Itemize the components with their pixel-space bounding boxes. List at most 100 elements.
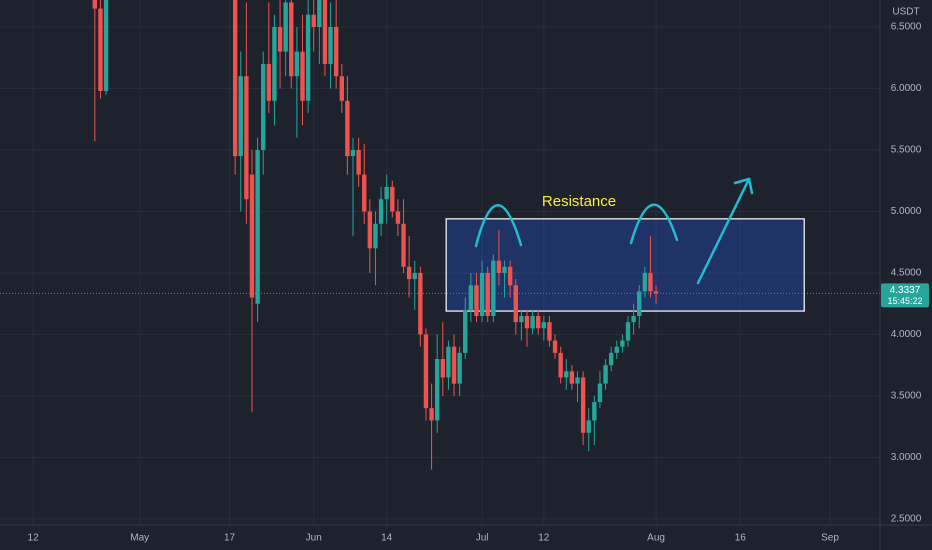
y-tick-label: 6.5000: [891, 22, 922, 33]
candle-body: [356, 150, 361, 175]
countdown: 15:45:22: [887, 296, 922, 306]
candle-body: [328, 27, 333, 64]
y-tick-label: 4.5000: [891, 268, 922, 279]
y-tick-label: 5.0000: [891, 206, 922, 217]
candle-body: [345, 100, 350, 157]
drawings: [474, 177, 754, 285]
candle-body: [631, 315, 636, 323]
candle-body: [502, 266, 507, 273]
y-tick-label: 3.0000: [891, 452, 922, 463]
candle-body: [536, 315, 541, 329]
resistance-zone: [445, 218, 805, 312]
y-tick-label: 6.0000: [891, 83, 922, 94]
candle-body: [103, 0, 109, 91]
candle-body: [412, 272, 417, 280]
candle-body: [446, 346, 451, 378]
candle-body: [564, 371, 569, 378]
candle-body: [277, 27, 283, 52]
candle-body: [637, 291, 642, 316]
candle-body: [597, 383, 603, 403]
candle-body: [653, 291, 659, 294]
candle-body: [625, 322, 631, 341]
candle-body: [333, 27, 339, 77]
candle-body: [614, 346, 619, 353]
candle-body: [642, 272, 648, 292]
x-tick-label: 17: [224, 533, 236, 544]
candle-body: [552, 340, 558, 353]
candle-body: [362, 174, 367, 212]
candle-body: [479, 272, 485, 316]
candle-body: [569, 371, 575, 384]
arc: [474, 204, 523, 248]
candle-body: [608, 352, 614, 366]
candle-body: [390, 186, 395, 212]
candle-body: [294, 51, 300, 77]
axes: 2.5000 3.0000 3.5000 4.0000 4.5000 5.0000 5.50…: [28, 22, 929, 544]
x-tick-label: Sep: [821, 533, 839, 544]
arrow: [696, 179, 750, 285]
candle-body: [378, 199, 384, 224]
candle-body: [238, 76, 243, 157]
x-tick-label: Jun: [306, 533, 322, 544]
y-axis-label: USDT: [892, 7, 919, 18]
annotation: Resistance: [542, 193, 616, 210]
candle-body: [468, 285, 474, 310]
candle-body: [507, 266, 513, 286]
candle-body: [92, 0, 98, 9]
candle-body: [395, 211, 401, 224]
candle-body: [558, 352, 563, 378]
candle-body: [451, 346, 457, 384]
x-tick-label: Aug: [647, 533, 665, 544]
candle-body: [305, 14, 311, 101]
candle-body: [423, 334, 429, 409]
candle-body: [367, 211, 373, 249]
x-tick-label: 12: [28, 533, 40, 544]
candle-body: [401, 223, 406, 267]
candle-body: [322, 0, 328, 64]
candle-body: [586, 420, 591, 433]
price-tag-label: 4.3337: [890, 285, 921, 296]
candle-body: [255, 150, 260, 304]
candle-body: [491, 260, 496, 316]
candle-body: [261, 63, 266, 150]
zone: Resistance: [445, 193, 805, 312]
candles: [92, 0, 659, 470]
candle-body: [541, 322, 547, 329]
candle-body: [474, 285, 479, 316]
candle-body: [580, 377, 586, 433]
candle-body: [547, 322, 552, 341]
candle-body: [98, 8, 103, 91]
x-tick-label: Jul: [476, 533, 489, 544]
candle-body: [440, 359, 446, 378]
candle-body: [300, 51, 305, 101]
y-tick-label: 3.5000: [891, 391, 922, 402]
candle-body: [272, 27, 277, 101]
candle-body: [384, 186, 389, 200]
candle-body: [530, 315, 535, 329]
candle-body: [519, 315, 524, 323]
candle-body: [244, 76, 249, 200]
candle-body: [406, 266, 412, 280]
candle-body: [603, 365, 608, 384]
candle-body: [418, 272, 423, 335]
candle-body: [463, 309, 468, 353]
candle-body: [592, 402, 597, 421]
candle-body: [648, 272, 653, 292]
arc: [629, 203, 679, 245]
candle-body: [266, 63, 272, 101]
candle-body: [350, 150, 356, 157]
candle-body: [232, 0, 238, 157]
y-tick-label: 2.5000: [891, 513, 922, 524]
candle-body: [620, 340, 625, 347]
candle-body: [485, 272, 490, 316]
price-tag: [881, 283, 929, 308]
y-tick-label: 4.0000: [891, 329, 922, 340]
candle-body: [311, 14, 316, 28]
candle-body: [457, 352, 462, 384]
candle-body: [249, 174, 255, 298]
candle-body: [373, 223, 378, 249]
y-tick-label: 5.5000: [891, 145, 922, 156]
candle-body: [317, 0, 322, 28]
